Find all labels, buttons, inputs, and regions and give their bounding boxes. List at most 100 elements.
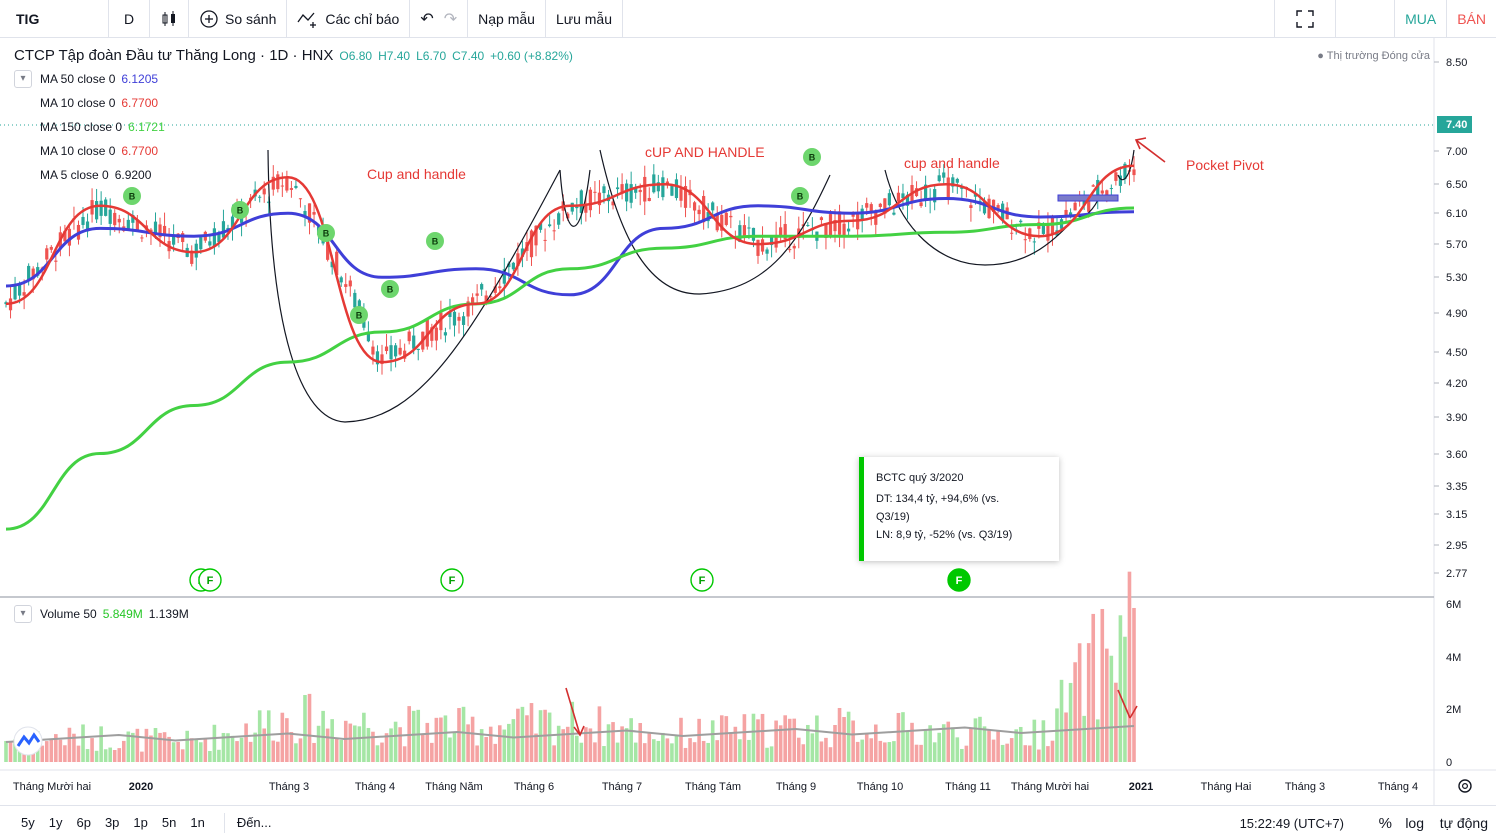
event-markers: BBBBBBBBFFFFF: [123, 148, 971, 592]
volume-bar: [4, 740, 8, 762]
candle-body: [629, 184, 633, 203]
indicator-value: 6.7700: [121, 96, 159, 110]
clock[interactable]: 15:22:49 (UTC+7): [1239, 815, 1344, 831]
candle-body: [978, 200, 982, 202]
candle-body: [643, 176, 647, 202]
symbol-search[interactable]: TIG: [16, 10, 40, 27]
log-toggle[interactable]: log: [1405, 815, 1424, 831]
financial-marker: [690, 568, 714, 592]
volume-bar: [121, 740, 126, 762]
volume-bar: [443, 715, 448, 762]
volume-bar: [411, 710, 416, 762]
candle-body: [824, 224, 828, 239]
indicator-value: 6.1721: [128, 120, 165, 134]
volume-bar: [1095, 719, 1100, 762]
candle-body: [507, 263, 511, 268]
volume-tick-label: 6M: [1446, 599, 1461, 611]
candle-body: [552, 230, 556, 232]
indicator-row[interactable]: MA 10 close 0 6.7700: [14, 139, 573, 163]
indicator-row[interactable]: MA 5 close 0 6.9200: [14, 163, 573, 187]
chevron-down-icon[interactable]: ▾: [14, 70, 32, 88]
volume-bar: [1068, 682, 1073, 762]
percent-toggle[interactable]: %: [1378, 814, 1392, 832]
volume-bar: [194, 739, 199, 762]
range-5d[interactable]: 5n: [161, 815, 177, 830]
goto-button[interactable]: Đến...: [236, 815, 272, 830]
compare-button[interactable]: So sánh: [189, 0, 286, 38]
price-tick-label: 8.50: [1446, 57, 1467, 69]
time-tick-label: Tháng 3: [269, 781, 309, 793]
buy-marker: [381, 280, 399, 298]
price-tick-label: 2.77: [1446, 568, 1467, 580]
range-1d[interactable]: 1n: [190, 815, 205, 830]
volume-bar: [937, 732, 942, 762]
volume-bar: [561, 729, 566, 762]
volume-bar: [1041, 720, 1046, 762]
redo-button[interactable]: ↷: [444, 0, 467, 38]
volume-bar: [90, 738, 94, 762]
price-chart[interactable]: Cup and handle cUP AND HANDLE cup and ha…: [0, 0, 1496, 805]
top-toolbar: TIG D So sánh Các chỉ báo ↶ ↷ Nạp mẫu Lư…: [0, 0, 1496, 38]
indicator-row[interactable]: MA 150 close 0 6.1721: [14, 115, 573, 139]
buy-marker: [350, 306, 368, 324]
annotation-3: cup and handle: [904, 155, 1000, 171]
candle-body: [584, 204, 588, 213]
candle-body: [303, 210, 307, 218]
range-1m[interactable]: 1p: [133, 815, 148, 830]
volume-bar: [1005, 743, 1009, 762]
current-price-label: 7.40: [1446, 119, 1467, 131]
candle-body: [842, 223, 846, 236]
candle-body: [280, 185, 284, 187]
volume-bar: [1091, 613, 1096, 762]
sell-button[interactable]: BÁN: [1457, 11, 1486, 27]
candle-body: [389, 345, 393, 360]
candle-body: [538, 222, 543, 230]
indicator-row[interactable]: MA 10 close 0 6.7700: [14, 91, 573, 115]
candle-body: [982, 200, 987, 214]
chart-type-button[interactable]: [150, 0, 188, 38]
financial-marker: [440, 568, 464, 592]
time-tick-label: Tháng Tám: [685, 781, 741, 793]
undo-button[interactable]: ↶: [410, 0, 443, 38]
price-tick-label: 4.50: [1446, 347, 1467, 359]
interval-button[interactable]: D: [123, 10, 135, 27]
candle-body: [924, 184, 928, 201]
buy-button[interactable]: MUA: [1405, 11, 1437, 27]
fullscreen-button[interactable]: [1275, 0, 1335, 38]
time-axis[interactable]: Tháng Mười hai 2020 Tháng 3 Tháng 4 Tháng Nă…: [13, 781, 1418, 793]
undo-icon: ↶: [420, 10, 434, 28]
volume-bar: [271, 740, 276, 762]
range-6m[interactable]: 6p: [76, 815, 91, 830]
volume-legend[interactable]: ▾ Volume 50 5.849M 1.139M: [14, 605, 189, 623]
volume-scale[interactable]: 6M 4M 2M 0: [1446, 599, 1461, 769]
volume-tick-label: 0: [1446, 757, 1452, 769]
range-3m[interactable]: 3p: [104, 815, 120, 830]
volume-bar: [339, 740, 344, 762]
candle-body: [344, 284, 348, 287]
range-1y[interactable]: 1y: [48, 815, 63, 830]
volume-bar: [334, 737, 339, 762]
annotation-1: Cup and handle: [367, 166, 466, 182]
financial-marker: [947, 568, 971, 592]
volume-bar: [416, 709, 421, 762]
indicator-label: MA 10 close 0: [40, 96, 116, 110]
volume-bar: [851, 720, 855, 762]
candle-body: [457, 316, 461, 321]
indicator-label: MA 5 close 0: [40, 168, 109, 182]
indicators-button[interactable]: Các chỉ báo: [287, 0, 409, 38]
auto-toggle[interactable]: tự động: [1439, 815, 1488, 831]
indicator-row[interactable]: ▾ MA 50 close 0 6.1205: [14, 67, 573, 91]
buy-marker-label: B: [797, 192, 804, 202]
volume-bar: [493, 743, 498, 762]
settings-icon[interactable]: [1458, 779, 1472, 793]
price-scale[interactable]: 8.50 7.00 6.50 6.10 5.70 5.30 4.90 4.50 4.20 3.90…: [1434, 57, 1467, 580]
candle-body: [149, 229, 153, 233]
time-tick-label: Tháng 4: [1378, 781, 1418, 793]
volume-bar: [525, 715, 529, 762]
range-5y[interactable]: 5y: [21, 815, 35, 830]
volume-bar: [131, 732, 135, 762]
volume-bar: [642, 743, 647, 762]
load-template-button[interactable]: Nạp mẫu: [478, 10, 535, 27]
save-template-button[interactable]: Lưu mẫu: [555, 10, 613, 27]
chevron-down-icon[interactable]: ▾: [14, 605, 32, 623]
